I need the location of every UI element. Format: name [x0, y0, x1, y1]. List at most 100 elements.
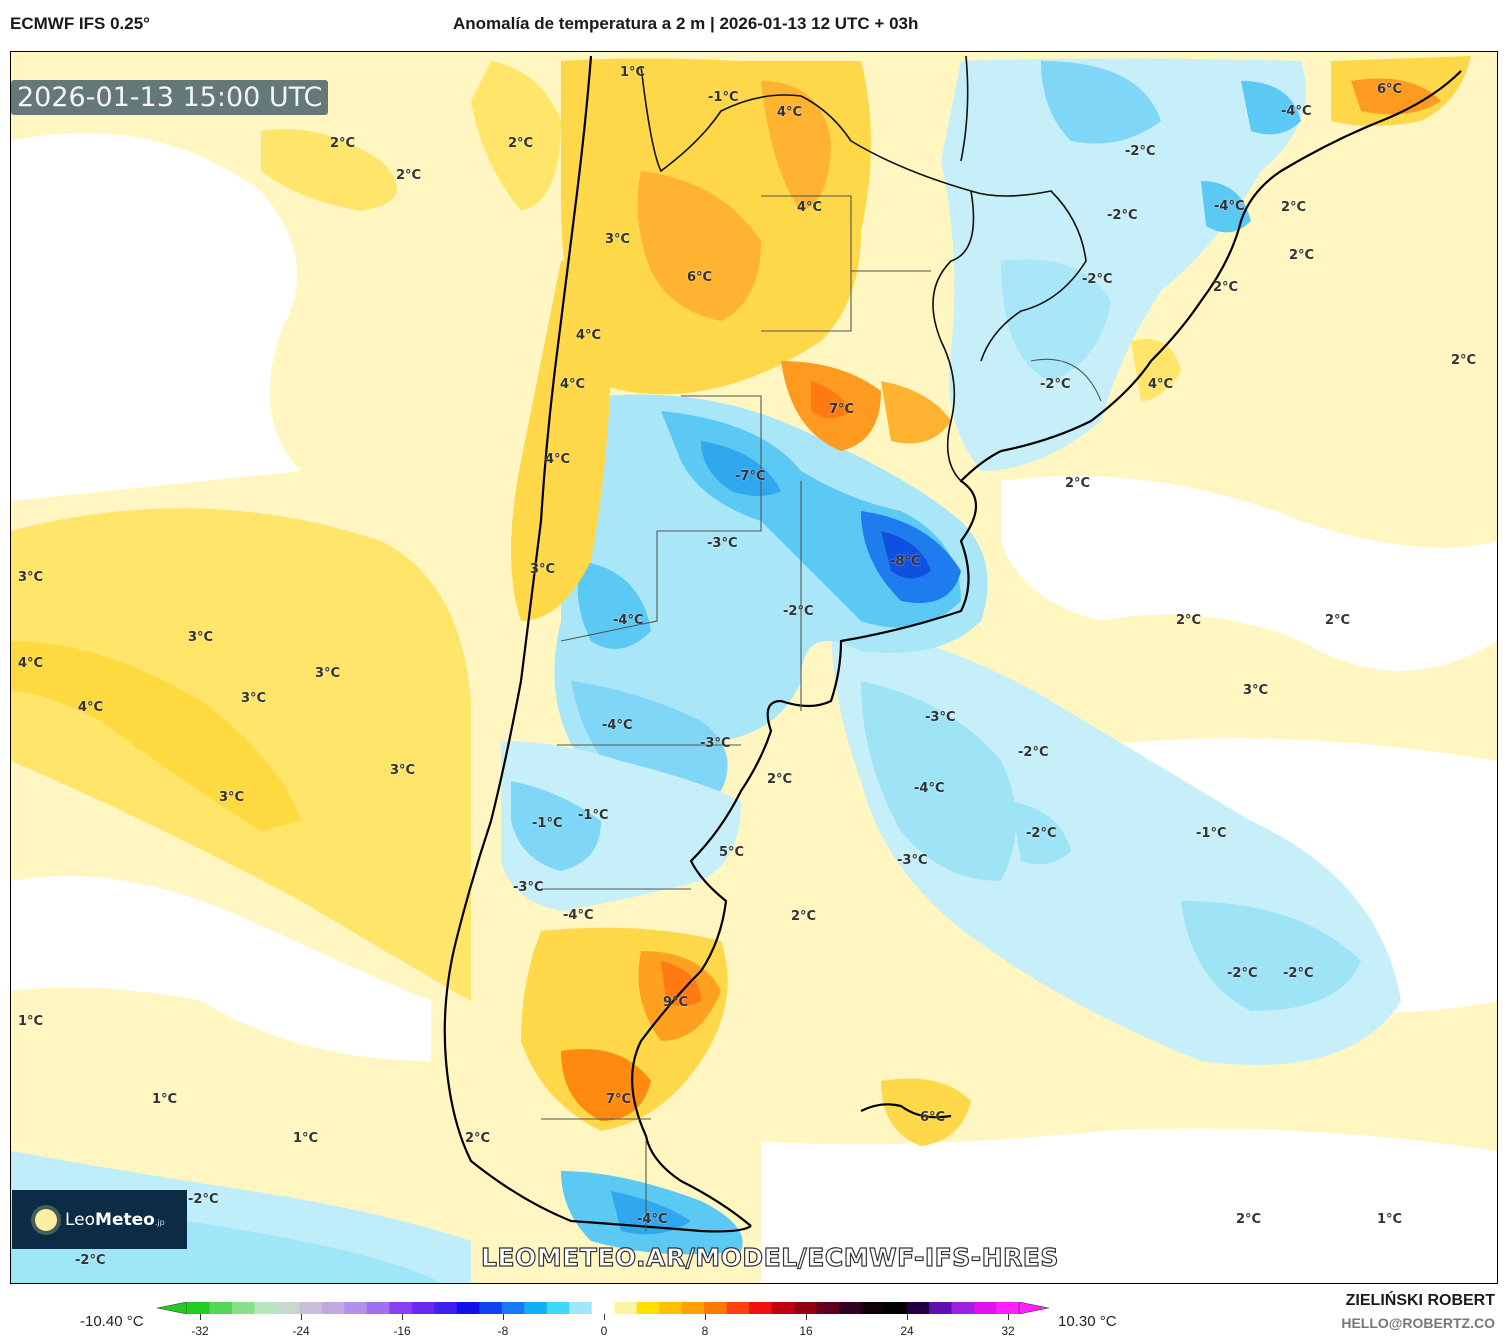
contour-label: 4°C	[18, 656, 44, 671]
contour-label: -4°C	[613, 613, 644, 628]
contour-label: 3°C	[241, 691, 267, 706]
colorbar-tick-label: -8	[497, 1324, 509, 1338]
author-email: HELLO@ROBERTZ.CO	[1341, 1315, 1495, 1331]
colorbar-tick-label: -32	[191, 1324, 209, 1338]
contour-label: 4°C	[78, 700, 104, 715]
contour-label: -1°C	[708, 90, 739, 105]
colorbar-tick	[1008, 1314, 1009, 1320]
contour-label: 7°C	[606, 1092, 632, 1107]
contour-label: -1°C	[578, 808, 609, 823]
contour-label: 3°C	[530, 562, 556, 577]
contour-label: -2°C	[1040, 377, 1071, 392]
contour-label: 2°C	[465, 1131, 491, 1146]
contour-label: -4°C	[602, 718, 633, 733]
contour-label: 4°C	[560, 377, 586, 392]
contour-label: -4°C	[1214, 199, 1245, 214]
contour-label: 4°C	[545, 452, 571, 467]
colorbar-tick-label: 24	[900, 1324, 914, 1338]
contour-label: 2°C	[1289, 248, 1315, 263]
contour-label: 2°C	[1176, 613, 1202, 628]
contour-label: 3°C	[390, 763, 416, 778]
contour-label: -7°C	[735, 469, 766, 484]
contour-label: -2°C	[1107, 208, 1138, 223]
contour-label: -3°C	[925, 710, 956, 725]
author-name: ZIELIŃSKI ROBERT	[1345, 1292, 1495, 1309]
contour-label: 2°C	[508, 136, 534, 151]
contour-label: 3°C	[188, 630, 214, 645]
contour-label: 6°C	[1377, 82, 1403, 97]
colorbar-tick	[907, 1314, 908, 1320]
contour-label: -2°C	[1018, 745, 1049, 760]
contour-label: -3°C	[897, 853, 928, 868]
contour-label: 3°C	[1243, 683, 1269, 698]
contour-label: 3°C	[605, 232, 631, 247]
logo-text: LeoMeteo.jp	[65, 1209, 165, 1230]
contour-label: 7°C	[829, 402, 855, 417]
colorbar-tick	[806, 1314, 807, 1320]
contour-label: 1°C	[152, 1092, 178, 1107]
colorbar-tick-label: 8	[701, 1324, 709, 1338]
sun-icon	[35, 1208, 57, 1231]
contour-label: -4°C	[637, 1212, 668, 1227]
contour-label: 6°C	[920, 1110, 946, 1125]
contour-label: 4°C	[797, 200, 823, 215]
contour-label: 2°C	[1451, 353, 1477, 368]
contour-label: -3°C	[513, 880, 544, 895]
colorbar-tick-label: -24	[292, 1324, 310, 1338]
contour-label: 2°C	[330, 136, 356, 151]
contour-label: -8°C	[890, 554, 921, 569]
colorbar-tick	[705, 1314, 706, 1320]
contour-label: -4°C	[1281, 104, 1312, 119]
colorbar-tick-label: 32	[1001, 1324, 1015, 1338]
colorbar-tick	[402, 1314, 403, 1320]
contour-label: 3°C	[315, 666, 341, 681]
colorbar	[157, 1302, 1049, 1314]
model-name: ECMWF IFS 0.25°	[10, 14, 150, 33]
contour-label: 1°C	[293, 1131, 319, 1146]
contour-label: 2°C	[767, 772, 793, 787]
contour-label: -2°C	[188, 1192, 219, 1207]
contour-label: -2°C	[1125, 144, 1156, 159]
contour-label: 9°C	[663, 995, 689, 1010]
contour-label: -4°C	[563, 908, 594, 923]
contour-label: 3°C	[219, 790, 245, 805]
contour-label: 2°C	[1213, 280, 1239, 295]
contour-label: -2°C	[1227, 966, 1258, 981]
contour-label: -2°C	[75, 1253, 106, 1268]
contour-label: 2°C	[1236, 1212, 1262, 1227]
model-url-watermark: LEOMETEO.AR/MODEL/ECMWF-IFS-HRES	[480, 1242, 1059, 1272]
colorbar-tick	[301, 1314, 302, 1320]
colorbar-tick	[200, 1314, 201, 1320]
contour-label: 1°C	[620, 65, 646, 80]
contour-label: 1°C	[18, 1014, 44, 1029]
contour-label: -2°C	[1283, 966, 1314, 981]
valid-time-badge: 2026-01-13 15:00 UTC	[11, 80, 329, 115]
contour-label: 6°C	[687, 270, 713, 285]
contour-label: 2°C	[791, 909, 817, 924]
contour-label: -1°C	[1196, 826, 1227, 841]
contour-label: -2°C	[1082, 272, 1113, 287]
contour-label: 1°C	[1377, 1212, 1403, 1227]
contour-label: -3°C	[707, 536, 738, 551]
colorbar-tick-label: -16	[393, 1324, 411, 1338]
chart-title: Anomalía de temperatura a 2 m | 2026-01-…	[453, 14, 919, 33]
contour-label: 4°C	[777, 105, 803, 120]
contour-label: 4°C	[576, 328, 602, 343]
contour-label: 5°C	[719, 845, 745, 860]
contour-label: 2°C	[1281, 200, 1307, 215]
colorbar-tick	[503, 1314, 504, 1320]
leometeo-logo: LeoMeteo.jp	[12, 1190, 187, 1249]
contour-label: -2°C	[783, 604, 814, 619]
contour-label: -1°C	[532, 816, 563, 831]
colorbar-tick-label: 16	[799, 1324, 813, 1338]
colorbar-tick-label: 0	[600, 1324, 608, 1338]
contour-label: 2°C	[1065, 476, 1091, 491]
colorbar-max-label: 10.30 °C	[1058, 1313, 1117, 1330]
colorbar-min-label: -10.40 °C	[80, 1313, 144, 1330]
map-field	[11, 52, 1497, 1283]
contour-label: 3°C	[18, 570, 44, 585]
contour-label: -4°C	[914, 781, 945, 796]
contour-label: 2°C	[1325, 613, 1351, 628]
temperature-anomaly-map: 2026-01-13 15:00 UTC 1°C -1°C 4°C 2°C 2°C 2°C…	[10, 51, 1498, 1284]
colorbar-tick	[604, 1314, 605, 1320]
